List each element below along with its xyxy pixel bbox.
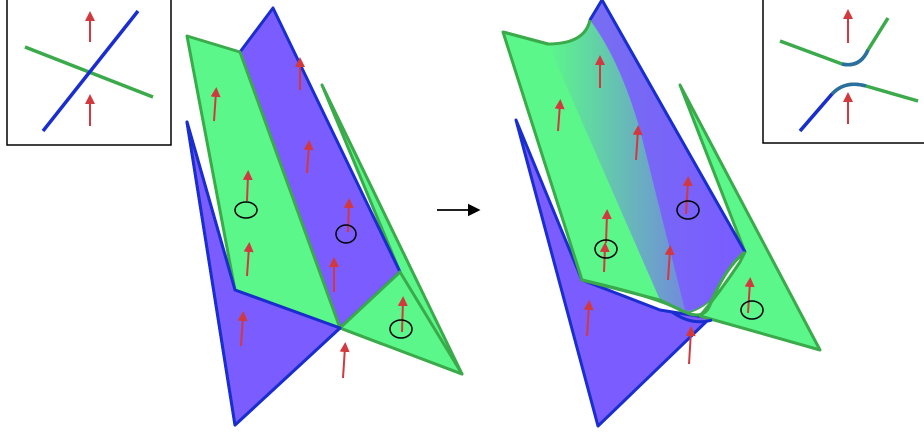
inset-lower-branch-tint	[830, 82, 867, 96]
up-arrow-icon	[210, 57, 408, 379]
inset-frame	[762, 0, 924, 144]
left-diagram	[185, 6, 464, 427]
inset-crossing	[6, 0, 172, 146]
rotation-circle-icon	[234, 201, 413, 339]
inset-avoided-crossing	[762, 0, 924, 144]
blue-sheet-lower	[514, 118, 712, 428]
inset-upper-branch-tint	[841, 49, 870, 67]
blue-region-upper	[590, 0, 745, 311]
crossing-line	[239, 51, 341, 329]
inset-lower-branch-blue	[798, 92, 834, 133]
blue-sheet-lower-front	[185, 120, 342, 427]
right-diagram	[501, 0, 822, 428]
blue-edge-upper	[588, 0, 747, 253]
up-arrow-icon	[554, 55, 755, 365]
green-edge-left	[502, 19, 592, 46]
bottom-neck	[581, 250, 746, 317]
green-sheet-flap	[338, 270, 464, 376]
inset-blue-line	[41, 9, 140, 133]
neck-blue	[671, 310, 713, 324]
rotation-circle-icon	[594, 200, 764, 320]
